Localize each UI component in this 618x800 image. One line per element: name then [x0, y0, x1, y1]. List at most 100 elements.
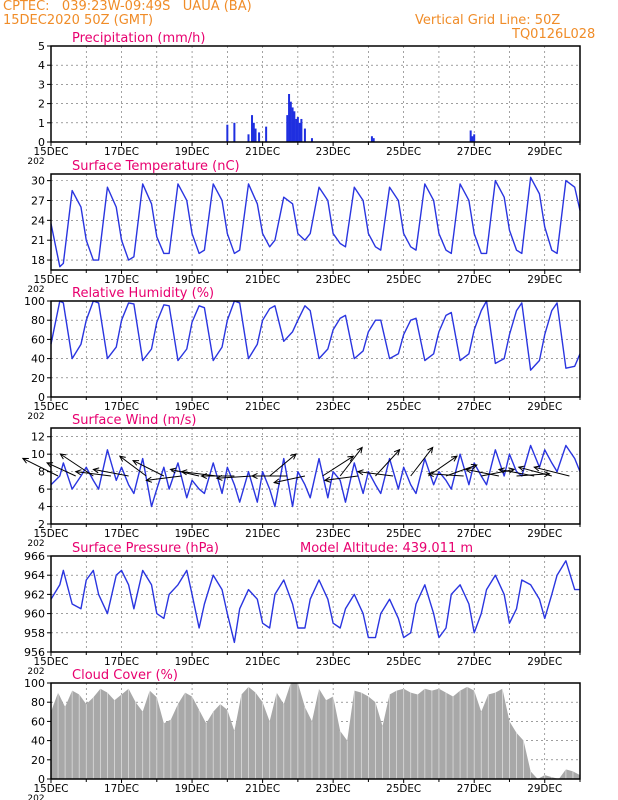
x-tick-label: 21DEC: [245, 656, 280, 668]
y-tick-label: 3: [38, 78, 45, 91]
precip-bar: [473, 134, 476, 142]
precip-bar: [298, 122, 301, 142]
precip-bar: [471, 136, 474, 142]
wind-vector-head: [323, 476, 331, 483]
y-tick-label: 30: [31, 175, 45, 188]
x-year-label: 202: [27, 794, 44, 800]
wind-vector: [428, 455, 458, 477]
panel-frame: [50, 173, 581, 271]
x-tick-label: 17DEC: [104, 656, 139, 668]
x-tick-label: 19DEC: [175, 528, 210, 540]
x-tick-label: 23DEC: [316, 274, 351, 286]
y-tick-label: 966: [24, 550, 45, 563]
y-tick-label: 5: [38, 40, 45, 53]
y-tick-label: 100: [24, 295, 45, 308]
y-tick-label: 960: [24, 608, 45, 621]
wind-vector: [269, 453, 297, 477]
wind-vector-head: [92, 467, 100, 474]
x-tick-label: 29DEC: [527, 401, 562, 413]
wind-vector: [170, 468, 200, 477]
wind-vector-head: [356, 446, 363, 454]
temp-line: [50, 176, 581, 268]
y-tick-label: 12: [31, 431, 45, 444]
wind-vector-head: [132, 460, 140, 466]
precip-bar: [254, 128, 257, 142]
x-tick-label: 25DEC: [386, 783, 421, 795]
y-tick-label: 20: [31, 372, 45, 385]
wind-vector: [322, 455, 354, 477]
x-tick-label: 19DEC: [175, 274, 210, 286]
panel-frame: [50, 427, 581, 525]
x-tick-label: 29DEC: [527, 783, 562, 795]
x-tick-label: 15DEC: [34, 146, 69, 158]
wind-vector-head: [250, 472, 258, 480]
x-tick-label: 17DEC: [104, 146, 139, 158]
y-tick-label: 2: [38, 518, 45, 531]
precip-bar: [258, 132, 261, 142]
x-tick-label: 29DEC: [527, 146, 562, 158]
wind-vector: [410, 447, 434, 477]
wind-vector-head: [145, 476, 153, 483]
x-tick-label: 15DEC: [34, 528, 69, 540]
x-tick-label: 17DEC: [104, 274, 139, 286]
y-tick-label: 4: [38, 59, 45, 72]
wind-vector: [498, 468, 535, 477]
x-tick-label: 17DEC: [104, 528, 139, 540]
precip-bar: [289, 101, 292, 142]
y-tick-label: 18: [31, 254, 45, 267]
precip-bar: [233, 122, 236, 142]
x-year-label: 202: [27, 667, 44, 677]
x-year-label: 202: [27, 285, 44, 295]
x-tick-label: 27DEC: [457, 401, 492, 413]
y-tick-label: 27: [31, 194, 45, 207]
x-tick-label: 25DEC: [386, 528, 421, 540]
wind-vector-head: [517, 465, 525, 472]
y-tick-label: 80: [31, 314, 45, 327]
precip-bar: [296, 117, 299, 142]
panel-frame: [50, 300, 581, 398]
x-year-label: 202: [27, 412, 44, 422]
x-tick-label: 29DEC: [527, 274, 562, 286]
precip-bar: [303, 128, 306, 142]
precip-bar: [293, 111, 296, 142]
y-tick-label: 962: [24, 588, 45, 601]
y-tick-label: 958: [24, 627, 45, 640]
precip-bar: [226, 124, 229, 142]
wind-vector: [75, 471, 112, 477]
wind-vector-head: [464, 467, 472, 474]
temp-title: Surface Temperature (nC): [72, 159, 240, 174]
pressure-line: [50, 560, 580, 644]
x-tick-label: 15DEC: [34, 401, 69, 413]
x-tick-label: 23DEC: [316, 783, 351, 795]
wind-vector-head: [470, 463, 478, 470]
wind-vector: [119, 455, 147, 477]
x-tick-label: 21DEC: [245, 528, 280, 540]
precip-bar: [372, 138, 375, 142]
x-tick-label: 21DEC: [245, 401, 280, 413]
y-tick-label: 10: [31, 448, 45, 461]
x-tick-label: 27DEC: [457, 783, 492, 795]
wind-vector: [481, 468, 515, 477]
wind-vector-head: [427, 471, 435, 478]
x-tick-label: 27DEC: [457, 528, 492, 540]
wind-vector-head: [347, 455, 355, 462]
x-tick-label: 19DEC: [175, 783, 210, 795]
x-tick-label: 23DEC: [316, 528, 351, 540]
precip-title: Precipitation (mm/h): [72, 31, 205, 46]
x-tick-label: 19DEC: [175, 401, 210, 413]
precip-bar: [247, 134, 250, 142]
wind-vector-head: [118, 455, 126, 462]
x-tick-label: 15DEC: [34, 656, 69, 668]
x-tick-label: 27DEC: [457, 146, 492, 158]
x-tick-label: 21DEC: [245, 783, 280, 795]
y-tick-label: 0: [38, 136, 45, 149]
x-tick-label: 17DEC: [104, 401, 139, 413]
pressure-subtitle: Model Altitude: 439.011 m: [300, 541, 473, 556]
wind-vector-head: [215, 474, 223, 481]
wind-vector: [181, 471, 217, 477]
precip-bar: [252, 122, 255, 142]
cloud-cover-area: [51, 683, 580, 779]
x-tick-label: 17DEC: [104, 783, 139, 795]
wind-vector: [375, 449, 401, 477]
